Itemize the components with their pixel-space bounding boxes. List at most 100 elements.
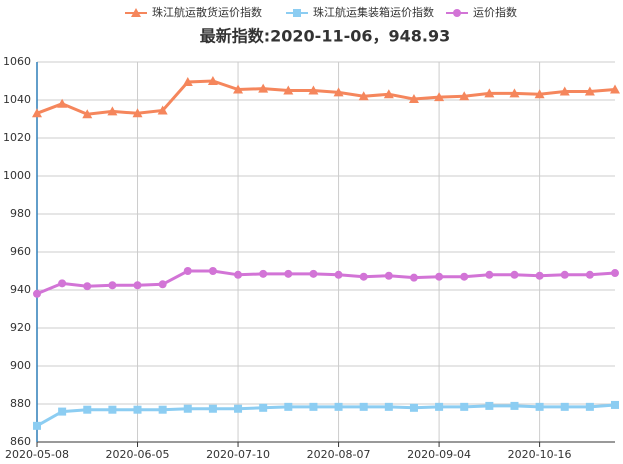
marker xyxy=(611,400,619,409)
marker xyxy=(108,405,117,414)
marker xyxy=(509,88,520,98)
marker xyxy=(535,271,544,280)
marker xyxy=(82,109,93,119)
marker xyxy=(560,270,569,279)
marker xyxy=(484,88,495,98)
marker xyxy=(560,402,569,411)
marker xyxy=(384,402,393,411)
x-tick-label: 2020-09-04 xyxy=(407,448,471,461)
marker xyxy=(308,85,319,95)
marker xyxy=(408,94,419,104)
marker xyxy=(510,270,519,279)
marker xyxy=(434,92,445,102)
marker xyxy=(107,106,118,116)
marker xyxy=(534,89,545,99)
marker xyxy=(133,281,142,290)
marker xyxy=(359,402,368,411)
marker xyxy=(559,86,570,96)
marker xyxy=(233,84,244,94)
y-tick-label: 940 xyxy=(10,283,31,296)
marker xyxy=(309,269,318,278)
marker xyxy=(182,76,193,86)
marker xyxy=(358,91,369,101)
marker xyxy=(183,267,192,275)
marker xyxy=(234,404,243,413)
marker xyxy=(283,85,294,95)
y-tick-label: 860 xyxy=(10,435,31,448)
y-tick-label: 1040 xyxy=(3,93,31,106)
marker xyxy=(58,407,67,416)
marker xyxy=(32,108,42,118)
marker xyxy=(585,270,594,279)
series-line xyxy=(36,403,616,428)
y-tick-label: 960 xyxy=(10,245,31,258)
x-tick-label: 2020-08-07 xyxy=(307,448,371,461)
x-tick-label: 2020-06-05 xyxy=(106,448,170,461)
marker xyxy=(183,404,192,413)
marker xyxy=(208,404,217,413)
marker xyxy=(611,269,619,278)
marker xyxy=(158,405,167,414)
marker xyxy=(309,402,318,411)
marker xyxy=(157,105,168,115)
marker xyxy=(158,280,167,289)
marker xyxy=(83,282,92,291)
marker xyxy=(293,9,301,17)
marker xyxy=(57,98,68,108)
legend-label: 运价指数 xyxy=(473,5,517,19)
series xyxy=(33,267,619,298)
marker xyxy=(108,281,117,290)
y-tick-label: 900 xyxy=(10,359,31,372)
marker xyxy=(409,403,418,412)
y-tick-label: 1000 xyxy=(3,169,31,182)
marker xyxy=(409,273,418,282)
marker xyxy=(383,89,394,99)
marker xyxy=(584,86,595,96)
marker xyxy=(284,269,293,278)
marker xyxy=(535,402,544,411)
marker xyxy=(485,401,494,410)
marker xyxy=(58,279,67,288)
legend-label: 珠江航运散货运价指数 xyxy=(152,5,262,19)
marker xyxy=(485,270,494,279)
marker xyxy=(610,84,620,94)
marker xyxy=(384,271,393,280)
series-line xyxy=(36,269,616,296)
marker xyxy=(333,87,344,97)
y-tick-label: 1020 xyxy=(3,131,31,144)
series xyxy=(32,76,620,119)
y-tick-label: 920 xyxy=(10,321,31,334)
marker xyxy=(133,405,142,414)
marker xyxy=(259,403,268,412)
x-tick-label: 2020-05-08 xyxy=(5,448,69,461)
marker xyxy=(33,421,41,430)
marker xyxy=(33,289,41,298)
marker xyxy=(435,402,444,411)
marker xyxy=(359,272,368,281)
marker xyxy=(258,83,269,93)
marker xyxy=(585,402,594,411)
y-tick-label: 880 xyxy=(10,397,31,410)
marker xyxy=(460,402,469,411)
marker xyxy=(459,91,470,101)
marker xyxy=(132,108,143,118)
marker xyxy=(259,269,268,278)
legend-label: 珠江航运集装箱运价指数 xyxy=(313,5,434,19)
marker xyxy=(131,8,141,17)
marker xyxy=(510,401,519,410)
marker xyxy=(334,270,343,279)
marker xyxy=(207,76,218,85)
y-tick-label: 1060 xyxy=(3,55,31,68)
marker xyxy=(234,270,243,279)
x-tick-label: 2020-10-16 xyxy=(508,448,572,461)
marker xyxy=(453,9,461,17)
marker xyxy=(284,402,293,411)
y-tick-label: 980 xyxy=(10,207,31,220)
marker xyxy=(334,402,343,411)
x-tick-label: 2020-07-10 xyxy=(206,448,270,461)
marker xyxy=(208,267,217,275)
series xyxy=(33,400,619,430)
chart-title: 最新指数:2020-11-06，948.93 xyxy=(200,27,451,46)
marker xyxy=(83,405,92,414)
